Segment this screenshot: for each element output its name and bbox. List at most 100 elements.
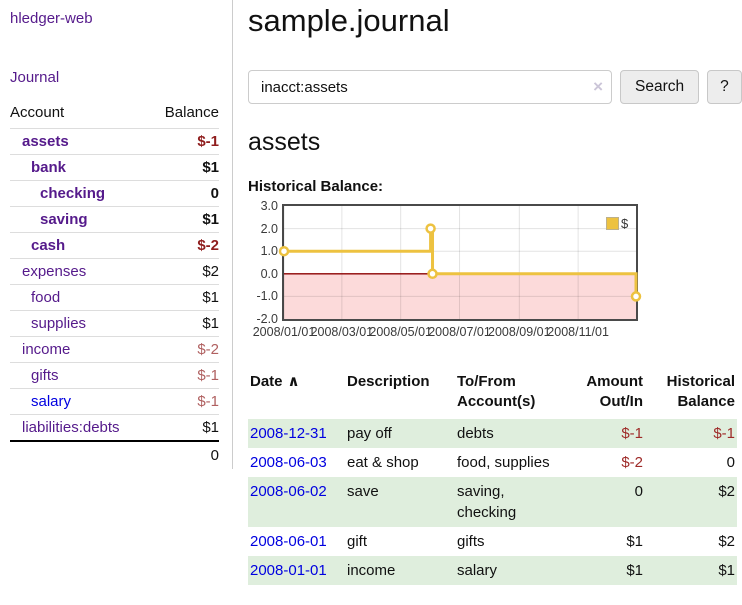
account-balance: $-1 — [149, 388, 219, 415]
register-amount: 0 — [634, 483, 643, 500]
register-balance: $-1 — [713, 425, 735, 442]
sidebar-item-journal[interactable]: Journal — [10, 69, 60, 86]
accounts-header-row: Account Balance — [10, 100, 219, 129]
accounts-table-body: assets $-1 bank $1 checking 0 saving $1 cash $-2 e… — [10, 128, 219, 441]
register-row: 2008-06-01 gift gifts $1 $2 — [248, 527, 737, 556]
account-balance: $-1 — [149, 128, 219, 155]
chart-plot-area — [278, 204, 642, 321]
register-date-link[interactable]: 2008-01-01 — [250, 562, 327, 579]
y-tick-label: -1.0 — [256, 289, 278, 304]
account-link[interactable]: bank — [31, 159, 67, 176]
account-heading: assets — [248, 128, 321, 156]
register-accounts: food, supplies — [457, 454, 550, 471]
account-link[interactable]: income — [22, 341, 71, 358]
register-row: 2008-01-01 income salary $1 $1 — [248, 556, 737, 585]
register-row: 2008-06-03 eat & shop food, supplies $-2 0 — [248, 448, 737, 477]
account-row: supplies $1 — [10, 310, 219, 337]
register-date-link[interactable]: 2008-06-01 — [250, 533, 327, 550]
account-row: liabilities:debts $1 — [10, 414, 219, 441]
sidebar: hledger-web Journal Account Balance asse… — [0, 0, 233, 469]
account-balance: $2 — [149, 258, 219, 285]
accounts-table: Account Balance assets $-1 bank $1 checking 0… — [10, 100, 219, 469]
accounts-col-balance: Balance — [164, 104, 219, 121]
account-row: bank $1 — [10, 154, 219, 181]
y-tick-label: 0.0 — [260, 266, 278, 281]
register-description: save — [347, 483, 379, 500]
register-row: 2008-06-02 save saving, checking 0 $2 — [248, 477, 737, 527]
chart-heading: Historical Balance: — [248, 178, 384, 195]
x-tick-label: 2008/05/01 — [369, 325, 432, 339]
account-balance: 0 — [149, 180, 219, 207]
y-tick-label: 1.0 — [260, 244, 278, 259]
account-link[interactable]: saving — [40, 211, 88, 228]
register-row: 2008-12-31 pay off debts $-1 $-1 — [248, 419, 737, 448]
sort-ascending-icon: ∧ — [287, 373, 300, 390]
register-amount: $-1 — [621, 425, 643, 442]
register-col-date[interactable]: Date ∧ — [250, 373, 300, 390]
y-tick-label: -2.0 — [256, 312, 278, 326]
x-tick-label: 2008/07/01 — [428, 325, 491, 339]
register-date-link[interactable]: 2008-12-31 — [250, 425, 327, 442]
register-amount: $1 — [626, 533, 643, 550]
register-col-description: Description — [347, 373, 430, 390]
account-balance: $-2 — [149, 336, 219, 363]
account-link[interactable]: gifts — [31, 367, 59, 384]
account-link[interactable]: checking — [40, 185, 106, 202]
register-balance: $1 — [718, 562, 735, 579]
account-balance: $1 — [149, 154, 219, 181]
search-button[interactable]: Search — [620, 70, 700, 104]
account-row: expenses $2 — [10, 258, 219, 285]
register-description: eat & shop — [347, 454, 419, 471]
register-description: gift — [347, 533, 368, 550]
brand-link[interactable]: hledger-web — [10, 10, 93, 27]
account-link[interactable]: expenses — [22, 263, 87, 280]
account-link[interactable]: food — [31, 289, 61, 306]
register-date-link[interactable]: 2008-06-03 — [250, 454, 327, 471]
register-accounts: salary — [457, 562, 498, 579]
register-accounts: debts — [457, 425, 494, 442]
account-balance: $1 — [149, 414, 219, 441]
register-amount: $-2 — [621, 454, 643, 471]
register-accounts: gifts — [457, 533, 485, 550]
search-form: × Search ? — [248, 70, 742, 104]
account-link[interactable]: supplies — [31, 315, 87, 332]
register-header-row: Date ∧ Description To/From Account(s) Amo… — [248, 370, 737, 419]
main-content: sample.journal × Search ? assets Histori… — [233, 0, 742, 605]
legend-swatch — [606, 217, 619, 230]
account-balance: $1 — [149, 206, 219, 233]
account-row: assets $-1 — [10, 128, 219, 155]
register-accounts: saving, checking — [457, 483, 517, 521]
x-tick-label: 2008/01/01 — [252, 325, 316, 339]
accounts-col-account: Account — [10, 104, 65, 121]
account-balance: $-1 — [149, 362, 219, 389]
x-tick-label: 2008/09/01 — [488, 325, 551, 339]
account-row: food $1 — [10, 284, 219, 311]
x-tick-label: 2008/11/01 — [547, 325, 609, 339]
register-col-accounts: To/From Account(s) — [457, 373, 536, 410]
help-button[interactable]: ? — [707, 70, 742, 104]
register-date-link[interactable]: 2008-06-02 — [250, 483, 327, 500]
register-balance: 0 — [726, 454, 735, 471]
account-row: salary $-1 — [10, 388, 219, 415]
y-tick-label: 2.0 — [260, 221, 278, 236]
account-link[interactable]: assets — [22, 133, 69, 150]
x-tick-label: 2008/03/01 — [310, 325, 374, 339]
register-description: pay off — [347, 425, 392, 442]
search-box: × — [248, 70, 612, 104]
historical-balance-chart: 3.0 2.0 1.0 0.0 -1.0 -2.0 $ 2008/01/01 2008/03… — [248, 199, 728, 346]
register-balance: $2 — [718, 533, 735, 550]
clear-search-icon[interactable]: × — [593, 77, 603, 96]
search-input[interactable] — [248, 70, 612, 104]
chart-svg — [278, 206, 642, 319]
accounts-total-row: 0 — [10, 440, 219, 469]
page-title: sample.journal — [248, 3, 450, 38]
account-link[interactable]: cash — [31, 237, 66, 254]
account-row: income $-2 — [10, 336, 219, 363]
account-balance: $1 — [149, 310, 219, 337]
account-link[interactable]: liabilities:debts — [22, 419, 120, 436]
account-link[interactable]: salary — [31, 393, 72, 410]
register-balance: $2 — [718, 483, 735, 500]
account-balance: $-2 — [149, 232, 219, 259]
accounts-total-balance: 0 — [149, 440, 219, 469]
